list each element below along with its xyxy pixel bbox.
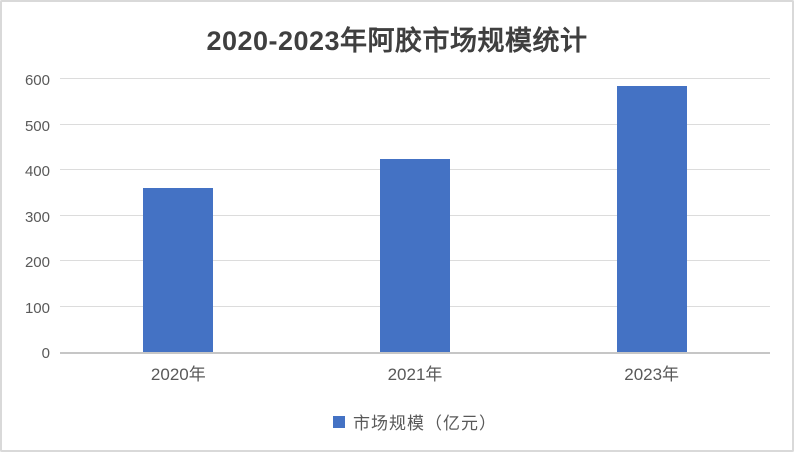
- y-tick-label-200: 200: [24, 254, 50, 271]
- x-tick-label-2021年: 2021年: [387, 365, 443, 384]
- legend-swatch-icon: [333, 415, 345, 428]
- bar-2023年: [616, 85, 687, 352]
- gridline-500: [60, 123, 770, 125]
- legend: 市场规模（亿元）: [60, 409, 770, 434]
- x-tick-label-2023年: 2023年: [624, 365, 680, 384]
- legend-label: 市场规模（亿元）: [353, 414, 497, 433]
- y-tick-label-400: 400: [24, 163, 50, 180]
- y-tick-label-100: 100: [24, 299, 50, 317]
- y-tick-label-600: 600: [24, 72, 50, 89]
- x-tick-label-2020年: 2020年: [150, 365, 206, 384]
- chart-title: 2020-2023年阿胶市场规模统计: [206, 26, 588, 56]
- gridline-600: [60, 78, 770, 79]
- plot-area: [60, 78, 770, 354]
- bar-2021年: [380, 158, 450, 352]
- y-tick-label-500: 500: [24, 117, 50, 135]
- y-tick-label-0: 0: [41, 345, 50, 362]
- y-tick-label-300: 300: [24, 208, 50, 226]
- bar-2020年: [143, 188, 214, 352]
